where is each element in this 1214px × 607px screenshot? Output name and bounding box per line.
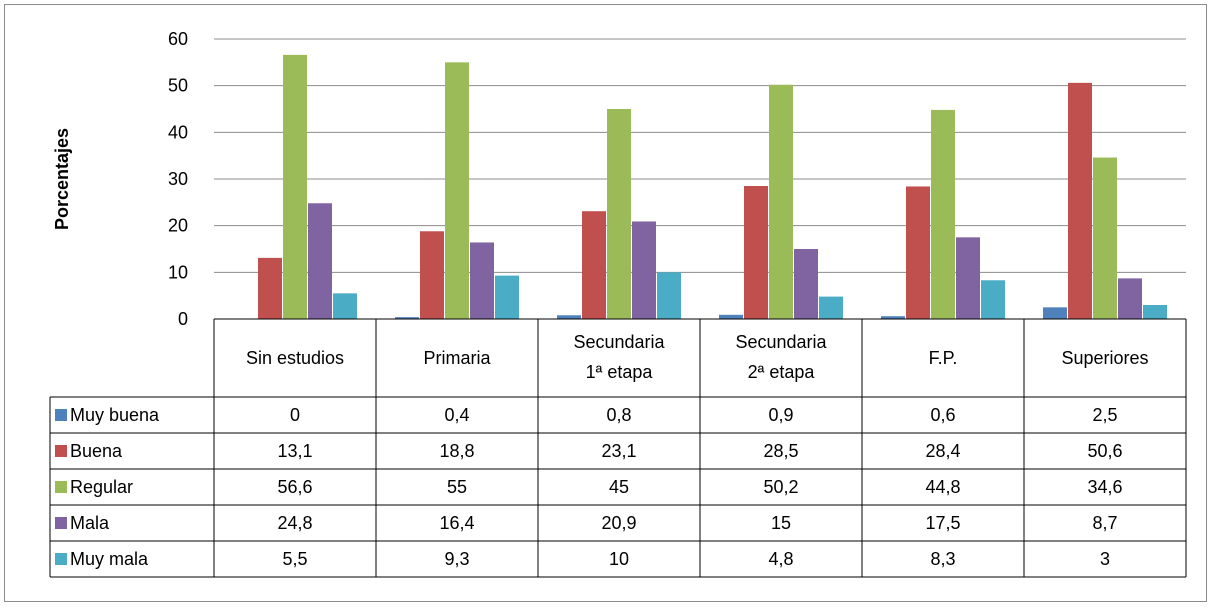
x-category-label: Secundaria xyxy=(573,332,665,352)
data-table-value: 16,4 xyxy=(439,513,474,533)
legend-key-regular xyxy=(55,481,67,493)
data-table-value: 44,8 xyxy=(925,477,960,497)
legend-label: Buena xyxy=(70,441,123,461)
y-tick-label: 0 xyxy=(178,309,188,329)
bar-buena-2 xyxy=(582,211,606,319)
data-table-value: 20,9 xyxy=(601,513,636,533)
x-category-label: Superiores xyxy=(1061,348,1148,368)
bar-muy-buena-3 xyxy=(719,314,743,319)
bar-muy-buena-2 xyxy=(557,315,581,319)
data-table-value: 0,6 xyxy=(930,405,955,425)
data-table-value: 9,3 xyxy=(444,549,469,569)
data-table-value: 23,1 xyxy=(601,441,636,461)
bar-buena-5 xyxy=(1068,82,1092,319)
bar-muy-mala-1 xyxy=(495,275,519,319)
x-category-label: Sin estudios xyxy=(246,348,344,368)
data-table-value: 8,3 xyxy=(930,549,955,569)
bar-regular-1 xyxy=(445,62,469,319)
x-category-label: Secundaria xyxy=(735,332,827,352)
bar-mala-2 xyxy=(632,221,656,319)
bar-muy-mala-2 xyxy=(657,272,681,319)
y-tick-label: 60 xyxy=(168,29,188,49)
y-tick-label: 20 xyxy=(168,216,188,236)
data-table-value: 2,5 xyxy=(1092,405,1117,425)
legend-key-muy-buena xyxy=(55,409,67,421)
data-table-value: 56,6 xyxy=(277,477,312,497)
data-table-value: 18,8 xyxy=(439,441,474,461)
bar-muy-buena-5 xyxy=(1043,307,1067,319)
data-table-value: 24,8 xyxy=(277,513,312,533)
bar-mala-5 xyxy=(1118,278,1142,319)
data-table-value: 15 xyxy=(771,513,791,533)
bar-mala-3 xyxy=(794,249,818,319)
y-tick-label: 50 xyxy=(168,76,188,96)
x-category-label: 2ª etapa xyxy=(748,362,816,382)
chart-frame xyxy=(4,4,1207,602)
bar-mala-4 xyxy=(956,237,980,319)
bar-muy-mala-4 xyxy=(981,280,1005,319)
bar-muy-buena-1 xyxy=(395,317,419,319)
bar-muy-mala-0 xyxy=(333,293,357,319)
data-table-value: 8,7 xyxy=(1092,513,1117,533)
data-table-value: 28,5 xyxy=(763,441,798,461)
legend-label: Mala xyxy=(70,513,110,533)
data-table-value: 5,5 xyxy=(282,549,307,569)
y-axis-label: Porcentajes xyxy=(52,128,72,230)
data-table-value: 50,2 xyxy=(763,477,798,497)
data-table-value: 28,4 xyxy=(925,441,960,461)
data-table-value: 4,8 xyxy=(768,549,793,569)
data-table-value: 0,4 xyxy=(444,405,469,425)
y-tick-label: 30 xyxy=(168,169,188,189)
data-table-value: 0,8 xyxy=(606,405,631,425)
bar-buena-1 xyxy=(420,231,444,319)
bar-buena-4 xyxy=(906,186,930,319)
bar-regular-2 xyxy=(607,109,631,319)
bar-buena-3 xyxy=(744,186,768,319)
legend-key-muy-mala xyxy=(55,553,67,565)
data-table-value: 34,6 xyxy=(1087,477,1122,497)
bar-mala-0 xyxy=(308,203,332,319)
x-category-label: Primaria xyxy=(423,348,491,368)
x-category-label: 1ª etapa xyxy=(586,362,654,382)
bar-regular-3 xyxy=(769,84,793,319)
bar-regular-4 xyxy=(931,109,955,319)
bar-buena-0 xyxy=(258,257,282,319)
data-table-value: 55 xyxy=(447,477,467,497)
data-table-value: 17,5 xyxy=(925,513,960,533)
bar-mala-1 xyxy=(470,242,494,319)
y-tick-label: 10 xyxy=(168,262,188,282)
y-tick-label: 40 xyxy=(168,122,188,142)
data-table-value: 0,9 xyxy=(768,405,793,425)
legend-label: Muy mala xyxy=(70,549,149,569)
bar-muy-buena-4 xyxy=(881,316,905,319)
legend-key-buena xyxy=(55,445,67,457)
bar-muy-mala-5 xyxy=(1143,305,1167,319)
data-table-value: 3 xyxy=(1100,549,1110,569)
data-table-value: 0 xyxy=(290,405,300,425)
data-table-value: 45 xyxy=(609,477,629,497)
legend-label: Muy buena xyxy=(70,405,160,425)
x-category-label: F.P. xyxy=(929,348,958,368)
data-table-value: 13,1 xyxy=(277,441,312,461)
legend-label: Regular xyxy=(70,477,133,497)
legend-key-mala xyxy=(55,517,67,529)
bar-regular-0 xyxy=(283,54,307,319)
bar-muy-mala-3 xyxy=(819,296,843,319)
bar-regular-5 xyxy=(1093,157,1117,319)
data-table-value: 50,6 xyxy=(1087,441,1122,461)
data-table-value: 10 xyxy=(609,549,629,569)
